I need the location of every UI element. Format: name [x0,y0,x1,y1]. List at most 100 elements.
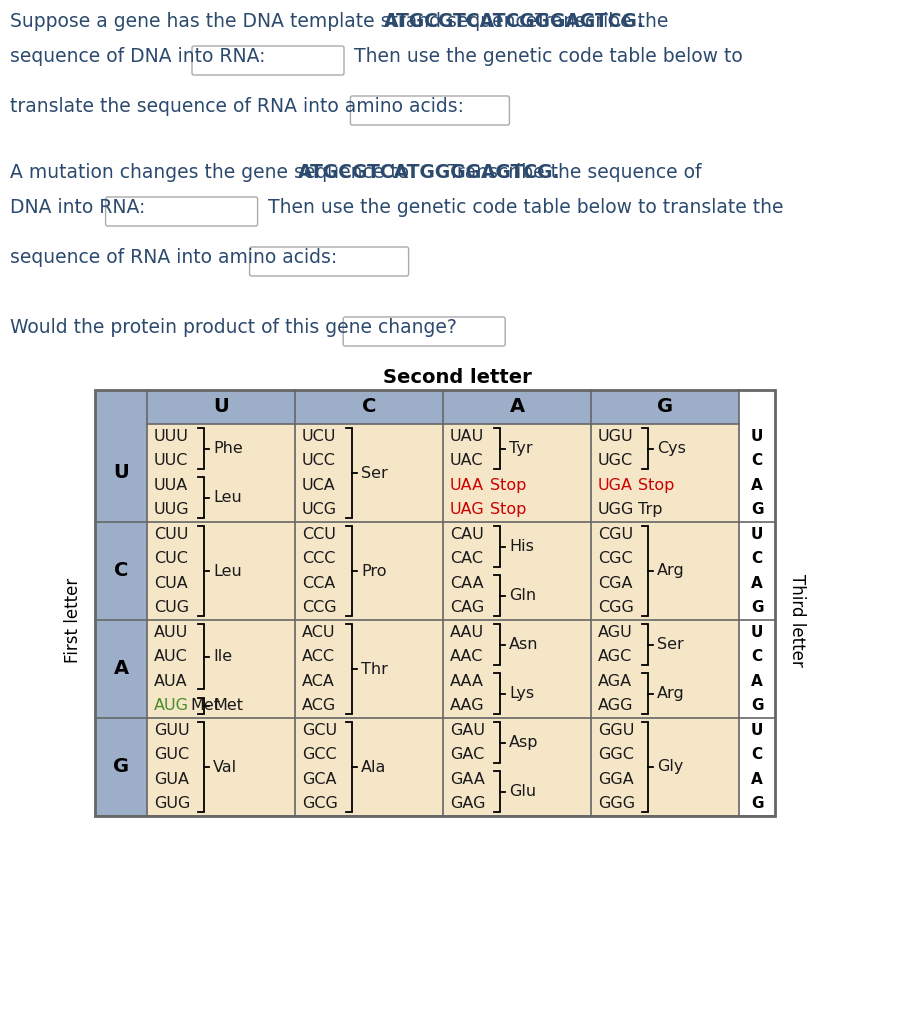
Text: Leu: Leu [213,490,241,505]
Text: GUG: GUG [154,797,190,811]
Text: Met: Met [190,698,220,714]
Text: ATGCGTCATCGGGAGTCG.: ATGCGTCATCGGGAGTCG. [385,12,645,31]
Text: UAC: UAC [450,454,484,468]
Text: C: C [751,748,762,762]
Text: AUA: AUA [154,674,187,689]
Text: ACC: ACC [302,649,335,665]
Bar [147,424,295,522]
Text: G: G [750,698,763,714]
Bar [147,522,295,620]
Text: AUC: AUC [154,649,187,665]
Text: Third letter: Third letter [788,573,806,667]
Text: sequence of RNA into amino acids:: sequence of RNA into amino acids: [10,248,337,267]
Text: Gln: Gln [509,588,537,603]
Bar [147,718,295,816]
Text: AAA: AAA [450,674,484,689]
Text: Asp: Asp [509,735,538,750]
Text: Phe: Phe [213,441,243,456]
FancyBboxPatch shape [106,197,258,226]
Text: U: U [113,464,129,482]
Text: GUU: GUU [154,723,189,737]
Text: Arg: Arg [657,686,685,701]
Text: C: C [362,397,377,417]
Text: UAU: UAU [450,429,484,443]
Text: Asn: Asn [509,637,538,652]
Text: UAA: UAA [450,478,484,493]
Text: A: A [751,575,763,591]
Text: Pro: Pro [361,563,387,579]
Text: AUU: AUU [154,625,188,640]
Text: Transcribe the sequence of: Transcribe the sequence of [442,163,702,182]
Text: Tyr: Tyr [509,441,533,456]
Text: GAC: GAC [450,748,484,762]
Bar [591,718,739,816]
Text: UUC: UUC [154,454,188,468]
Text: UCU: UCU [302,429,336,443]
Text: UGC: UGC [598,454,633,468]
Text: AGA: AGA [598,674,632,689]
Text: A: A [509,397,525,417]
Text: G: G [657,397,673,417]
Text: Cys: Cys [657,441,686,456]
Text: GAU: GAU [450,723,485,737]
FancyBboxPatch shape [343,317,505,346]
Text: GAG: GAG [450,797,485,811]
Text: Ile: Ile [213,649,232,665]
Text: UCG: UCG [302,502,337,517]
Text: CUC: CUC [154,551,188,566]
Text: A: A [751,674,763,689]
Text: CAC: CAC [450,551,483,566]
Text: Leu: Leu [213,563,241,579]
Bar [443,718,591,816]
Text: CAU: CAU [450,526,484,542]
Text: G: G [750,600,763,615]
Text: CGC: CGC [598,551,632,566]
Text: Gly: Gly [657,760,684,774]
Bar [443,620,591,718]
Text: First letter: First letter [64,578,82,663]
Text: A mutation changes the gene sequence to: A mutation changes the gene sequence to [10,163,415,182]
Text: Then use the genetic code table below to translate the: Then use the genetic code table below to… [261,198,783,217]
Text: Val: Val [213,760,237,774]
Text: UGG: UGG [598,502,634,517]
Text: UCA: UCA [302,478,335,493]
Text: C: C [114,561,128,581]
Text: Second letter: Second letter [383,368,531,387]
Text: UUG: UUG [154,502,189,517]
Text: Stop: Stop [490,502,526,517]
FancyBboxPatch shape [250,247,409,276]
Text: His: His [509,539,534,554]
Bar [147,620,295,718]
Text: Ser: Ser [657,637,684,652]
Text: GCU: GCU [302,723,337,737]
Bar [591,424,739,522]
Text: AGU: AGU [598,625,632,640]
Text: AGC: AGC [598,649,632,665]
Text: Transcribe the: Transcribe the [529,12,668,31]
Text: GGC: GGC [598,748,634,762]
Bar [443,424,591,522]
Text: Then use the genetic code table below to: Then use the genetic code table below to [348,47,743,66]
Text: CCU: CCU [302,526,335,542]
Text: CUU: CUU [154,526,188,542]
Text: CAA: CAA [450,575,484,591]
Bar [443,522,591,620]
Bar [295,424,443,522]
Text: CGA: CGA [598,575,632,591]
Text: U: U [750,625,763,640]
FancyBboxPatch shape [192,46,344,75]
Text: CGU: CGU [598,526,633,542]
Text: GAA: GAA [450,772,484,786]
Text: DNA into RNA:: DNA into RNA: [10,198,145,217]
Bar [591,522,739,620]
Text: GUC: GUC [154,748,189,762]
Bar [739,390,775,816]
Text: Stop: Stop [490,478,526,493]
Text: AAG: AAG [450,698,484,714]
FancyBboxPatch shape [350,96,509,125]
Text: C: C [751,454,762,468]
Text: GCC: GCC [302,748,336,762]
Text: Trp: Trp [638,502,663,517]
Text: UCC: UCC [302,454,335,468]
Text: U: U [750,429,763,443]
